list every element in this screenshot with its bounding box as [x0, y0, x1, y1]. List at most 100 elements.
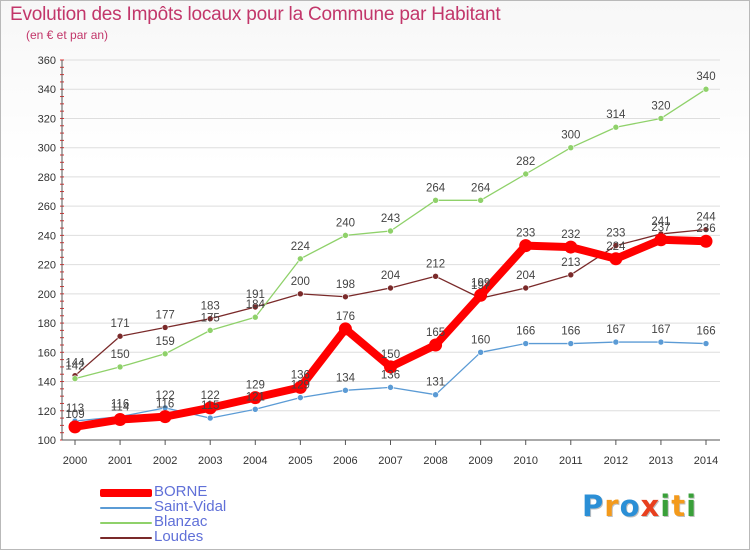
x-tick-label: 2008 [423, 455, 447, 467]
data-label: 237 [651, 222, 670, 234]
data-point [206, 315, 214, 322]
data-label: 241 [651, 216, 670, 228]
data-label: 144 [65, 358, 85, 370]
data-label: 233 [606, 228, 625, 240]
y-tick-label: 160 [38, 347, 56, 359]
data-label: 166 [561, 326, 580, 338]
data-point [206, 414, 214, 422]
x-tick-label: 2001 [108, 455, 132, 467]
data-point [384, 360, 397, 374]
y-tick-label: 200 [38, 289, 56, 301]
data-point [702, 85, 710, 93]
data-label: 183 [201, 301, 220, 313]
data-point [116, 332, 124, 340]
data-label: 213 [561, 257, 580, 269]
data-point [338, 322, 352, 336]
data-label: 320 [651, 100, 670, 112]
logo-letter: t [671, 489, 687, 523]
data-point [113, 413, 127, 427]
data-label: 198 [336, 279, 355, 291]
data-point [657, 338, 665, 346]
data-label: 150 [381, 349, 400, 361]
legend-swatch [100, 507, 152, 509]
data-label: 244 [696, 212, 716, 224]
data-point [206, 327, 214, 334]
y-tick-label: 240 [38, 230, 56, 242]
chart-title: Evolution des Impôts locaux pour la Comm… [10, 4, 501, 25]
data-label: 122 [156, 390, 175, 402]
data-point [297, 290, 304, 298]
legend-label: BORNE [154, 483, 208, 500]
data-point [567, 271, 575, 279]
data-label: 109 [65, 409, 84, 421]
data-point [432, 391, 439, 398]
y-tick-label: 100 [38, 435, 56, 447]
data-point [702, 340, 710, 347]
data-point [251, 313, 259, 321]
x-tick-label: 2009 [468, 455, 492, 467]
data-label: 264 [471, 182, 491, 194]
legend-label: Loudes [154, 528, 204, 545]
data-label: 264 [426, 182, 446, 194]
data-label: 142 [65, 361, 84, 373]
data-point [477, 349, 484, 356]
data-label: 116 [156, 399, 174, 411]
data-point [342, 232, 349, 239]
data-label: 314 [606, 109, 626, 121]
data-label: 236 [696, 223, 715, 235]
data-point [519, 239, 533, 253]
logo-letter: i [686, 489, 698, 523]
data-point [657, 115, 665, 122]
data-label: 204 [381, 270, 401, 282]
data-point [522, 170, 530, 178]
data-label: 121 [246, 391, 265, 403]
data-label: 167 [606, 324, 625, 336]
data-label: 136 [291, 369, 310, 381]
data-label: 233 [516, 228, 535, 240]
data-label: 171 [110, 318, 129, 330]
data-label: 197 [471, 280, 490, 292]
y-tick-label: 140 [38, 377, 56, 389]
y-tick-label: 340 [38, 84, 56, 96]
legend-swatch [100, 489, 152, 497]
logo-letter: o [619, 489, 641, 523]
grid-layer [62, 59, 720, 441]
data-point [293, 380, 307, 394]
data-label: 177 [156, 309, 175, 321]
data-point [161, 324, 169, 331]
logo-letter: x [640, 489, 661, 523]
data-point [387, 284, 394, 292]
data-label: 340 [696, 71, 715, 83]
legend-swatch [100, 522, 152, 524]
data-point [251, 303, 259, 311]
data-point [71, 375, 79, 382]
data-label: 184 [246, 299, 266, 311]
data-point [477, 197, 484, 204]
data-point [432, 273, 439, 280]
data-point [564, 240, 578, 254]
x-tick-label: 2012 [604, 455, 628, 467]
line-chart: 100 120 140 160 180 200 220 240 260 280 300 320 340 3… [38, 55, 720, 467]
data-point [251, 406, 259, 413]
x-tick-label: 2014 [694, 455, 718, 467]
data-label: 150 [110, 349, 129, 361]
data-label: 176 [336, 311, 355, 323]
y-tick-label: 360 [38, 55, 56, 67]
legend-label: Blanzac [154, 513, 208, 530]
data-label: 200 [291, 276, 310, 288]
x-tick-label: 2010 [513, 455, 537, 467]
data-point [612, 338, 620, 346]
data-label: 300 [561, 130, 580, 142]
x-tick-label: 2005 [288, 455, 312, 467]
series-layer [68, 85, 713, 434]
logo-letter: P [582, 489, 605, 523]
data-point [68, 420, 82, 434]
data-point [702, 226, 710, 233]
data-point [342, 293, 349, 301]
data-point [161, 350, 169, 358]
data-point [654, 233, 668, 247]
y-tick-label: 180 [38, 318, 56, 330]
data-label: 175 [201, 312, 220, 324]
x-tick-label: 2003 [198, 455, 222, 467]
